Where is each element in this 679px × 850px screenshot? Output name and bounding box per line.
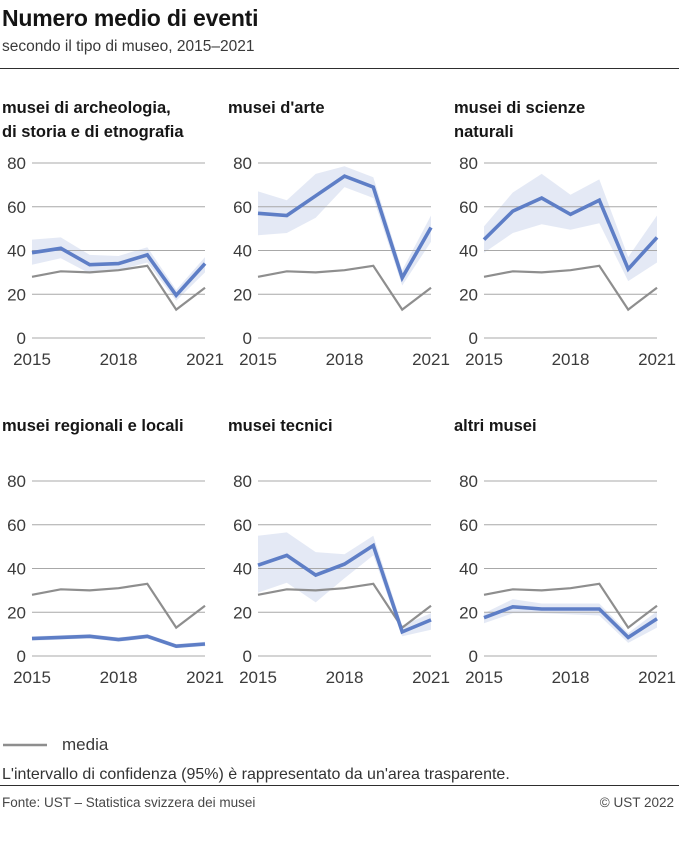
x-tick-label: 2021 [186, 350, 224, 369]
confidence-band [258, 166, 431, 286]
header: Numero medio di eventi secondo il tipo d… [0, 4, 679, 57]
y-tick-label: 60 [459, 198, 478, 217]
x-tick-label: 2021 [186, 668, 224, 687]
chart-card: Numero medio di eventi secondo il tipo d… [0, 4, 679, 810]
panel-tecnici: musei tecnici 0 20 40 60 80 2015 2018 2021 [228, 414, 450, 707]
copyright-text: © UST 2022 [599, 795, 674, 810]
y-tick-label: 40 [233, 560, 252, 579]
y-tick-label: 20 [459, 285, 478, 304]
y-tick-label: 0 [469, 647, 478, 666]
top-divider [0, 68, 679, 69]
y-tick-label: 0 [243, 329, 252, 348]
y-tick-label: 60 [459, 516, 478, 535]
y-tick-label: 60 [233, 198, 252, 217]
y-tick-label: 80 [7, 472, 26, 491]
y-tick-label: 0 [469, 329, 478, 348]
panel-altri: altri musei 0 20 40 60 80 2015 2018 2021 [454, 414, 676, 707]
y-tick-label: 80 [459, 154, 478, 173]
y-tick-label: 60 [233, 516, 252, 535]
x-tick-label: 2015 [13, 350, 51, 369]
chart-altri: 0 20 40 60 80 2015 2018 2021 [459, 472, 676, 687]
x-tick-label: 2015 [239, 350, 277, 369]
x-tick-label: 2021 [412, 350, 450, 369]
legend: media [0, 734, 679, 756]
value-line [482, 195, 659, 273]
y-tick-label: 20 [233, 285, 252, 304]
media-line [483, 264, 658, 312]
page-title: Numero medio di eventi [2, 5, 259, 31]
y-tick-label: 40 [7, 560, 26, 579]
y-tick-label: 80 [7, 154, 26, 173]
panel-title: musei d'arte [228, 99, 325, 117]
y-tick-label: 20 [459, 603, 478, 622]
chart-arte: 0 20 40 60 80 2015 2018 2021 [233, 154, 450, 369]
legend-media-label: media [62, 735, 109, 754]
y-tick-label: 40 [459, 242, 478, 261]
x-tick-label: 2018 [100, 668, 138, 687]
panel-regionali-locali: musei regionali e locali 0 20 40 60 80 2015 201… [2, 414, 224, 707]
x-tick-label: 2015 [465, 668, 503, 687]
media-line [257, 582, 432, 630]
panel-arte: musei d'arte 0 20 40 60 80 2015 2018 2021 [228, 96, 450, 389]
confidence-band [484, 173, 657, 282]
y-tick-label: 0 [17, 329, 26, 348]
x-tick-label: 2018 [552, 350, 590, 369]
confidence-band [258, 532, 431, 637]
chart-tecnici: 0 20 40 60 80 2015 2018 2021 [233, 472, 450, 687]
value-line [31, 246, 207, 299]
y-tick-label: 60 [7, 198, 26, 217]
x-tick-label: 2021 [412, 668, 450, 687]
x-tick-label: 2015 [465, 350, 503, 369]
value-line [257, 174, 433, 283]
confidence-note: L'intervallo di confidenza (95%) è rappr… [2, 766, 510, 783]
y-tick-label: 80 [459, 472, 478, 491]
y-tick-label: 0 [243, 647, 252, 666]
panel-scienze-naturali: musei di scienze naturali 0 20 40 60 80 2015 201… [454, 96, 676, 389]
page-subtitle: secondo il tipo di museo, 2015–2021 [2, 38, 255, 55]
y-tick-label: 40 [233, 242, 252, 261]
bottom-divider [0, 785, 679, 786]
source-text: Fonte: UST – Statistica svizzera dei mus… [2, 795, 256, 810]
x-tick-label: 2015 [239, 668, 277, 687]
value-line [31, 634, 206, 649]
x-tick-label: 2018 [326, 350, 364, 369]
small-multiples-grid: musei di archeologia, di storia e di etno… [0, 96, 679, 707]
x-tick-label: 2018 [552, 668, 590, 687]
media-line [483, 582, 658, 630]
y-tick-label: 40 [459, 560, 478, 579]
panel-title: altri musei [454, 417, 537, 435]
y-tick-label: 60 [7, 516, 26, 535]
x-tick-label: 2021 [638, 668, 676, 687]
chart-regionali-locali: 0 20 40 60 80 2015 2018 2021 [7, 472, 224, 687]
y-tick-label: 20 [7, 285, 26, 304]
chart-scienze-naturali: 0 20 40 60 80 2015 2018 2021 [459, 154, 676, 369]
y-tick-label: 80 [233, 472, 252, 491]
panel-title: musei regionali e locali [2, 417, 184, 435]
y-tick-label: 20 [7, 603, 26, 622]
y-tick-label: 80 [233, 154, 252, 173]
panel-archeologia-storia-etnografia: musei di archeologia, di storia e di etno… [2, 96, 224, 389]
y-tick-label: 20 [233, 603, 252, 622]
y-tick-label: 40 [7, 242, 26, 261]
media-line [31, 264, 206, 312]
panel-title: musei tecnici [228, 417, 333, 435]
panel-title: musei di archeologia, di storia e di etno… [2, 99, 184, 141]
footer: Fonte: UST – Statistica svizzera dei mus… [0, 795, 679, 810]
x-tick-label: 2018 [100, 350, 138, 369]
media-line [31, 582, 206, 630]
panel-title: musei di scienze naturali [454, 99, 586, 141]
confidence-band [484, 599, 657, 643]
x-tick-label: 2015 [13, 668, 51, 687]
chart-archeologia-storia-etnografia: 0 20 40 60 80 2015 2018 2021 [7, 154, 224, 369]
media-line-swatch-icon [3, 743, 47, 747]
media-line [257, 264, 432, 312]
y-tick-label: 0 [17, 647, 26, 666]
x-tick-label: 2018 [326, 668, 364, 687]
value-line [257, 542, 432, 635]
x-tick-label: 2021 [638, 350, 676, 369]
value-line [483, 604, 658, 640]
